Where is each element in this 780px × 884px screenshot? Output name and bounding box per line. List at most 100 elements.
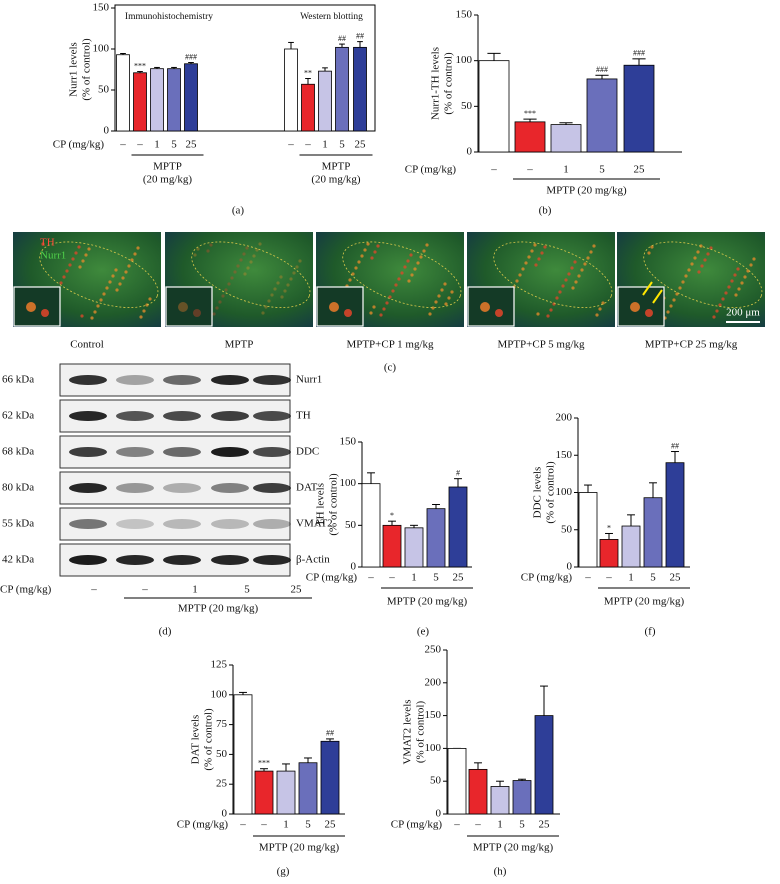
cell [376,244,380,248]
band [163,483,201,493]
cell [586,256,590,260]
micrograph-label: Control [70,339,104,351]
inset-cell [193,309,201,317]
bar [468,768,488,815]
x-prefix: CP (mg/kg) [53,139,105,151]
cell [369,311,373,315]
significance-label: *** [134,61,146,70]
cell [696,250,700,254]
cell [124,270,128,274]
x-tick-label: – [388,572,395,584]
cell [206,249,210,253]
cell [139,315,143,319]
band [253,483,291,493]
band [69,483,107,493]
cell [286,283,290,287]
cell [370,256,374,260]
inset [617,286,665,327]
band [116,519,154,529]
cell [537,257,541,261]
cell [734,293,738,297]
molecular-weight: 80 kDa [2,482,34,494]
cell [703,258,707,262]
bar [426,508,446,568]
cell [450,290,454,294]
cell [68,263,72,267]
x-tick-label: – [474,819,481,831]
significance-label: ** [304,68,312,77]
y-tick-label: 75 [216,718,228,730]
cell [400,271,404,275]
inset-cell [645,309,653,317]
cell [394,283,398,287]
y-tick-label: 0 [222,808,228,820]
x-prefix: CP (mg/kg) [0,584,52,596]
x-tick-label: – [453,819,460,831]
y-axis-label: DDC levels [532,467,544,519]
bar [133,72,147,132]
x-prefix: CP (mg/kg) [405,164,457,176]
significance-label: ### [185,52,197,61]
cell [406,259,410,263]
y-axis-label: VMAT2 levels [402,699,414,764]
x-tick-label: – [526,164,533,176]
cell [737,287,741,291]
region-outline [342,241,462,308]
region-outline [39,241,159,308]
x-tick-label: 5 [305,819,311,831]
bar [382,524,402,568]
cell [740,281,744,285]
protein-name: DAT [296,482,318,494]
significance-label: ### [633,49,645,58]
cell [555,296,559,300]
y-tick-label: 100 [340,477,357,489]
band [163,411,201,421]
y-tick-label: 150 [456,9,473,21]
cell [727,285,731,289]
cell [130,258,134,262]
cell [669,304,673,308]
x-tick-label: – [490,164,497,176]
cell [148,297,152,301]
significance-label: ## [671,441,679,450]
y-tick-label: 50 [98,84,110,96]
plot-frame [114,4,376,132]
cell [351,272,355,276]
inset [13,286,61,327]
cell [373,250,377,254]
x-tick-label: 1 [154,139,160,151]
cell [142,309,146,313]
bar [621,525,641,568]
cell [283,289,287,293]
cell [571,286,575,290]
x-tick-label: 1 [628,572,634,584]
cell [78,265,82,269]
cell [524,261,528,265]
cell [595,313,599,317]
inset [316,286,364,327]
cell [666,310,670,314]
x-tick-label: 1 [192,584,198,596]
cell [540,251,544,255]
y-axis-label: (% of control) [203,708,215,771]
cell [292,271,296,275]
bar [301,83,315,132]
panel-label: (c) [384,362,397,374]
x-tick-label: 25 [539,819,551,831]
y-tick-label: 25 [216,778,228,790]
cell [115,288,119,292]
significance-label: * [607,523,611,532]
x-prefix: CP (mg/kg) [521,572,573,584]
x-tick-label: 5 [599,164,605,176]
x-tick-label: 5 [244,584,250,596]
legend-nurr1: Nurr1 [40,250,66,262]
y-tick-label: 250 [425,644,442,656]
molecular-weight: 55 kDa [2,518,34,530]
cell [580,268,584,272]
cell [536,312,540,316]
cell [65,269,69,273]
y-tick-label: 150 [340,436,357,448]
cell [236,264,240,268]
x-prefix: CP (mg/kg) [391,819,443,831]
molecular-weight: 42 kDa [2,554,34,566]
